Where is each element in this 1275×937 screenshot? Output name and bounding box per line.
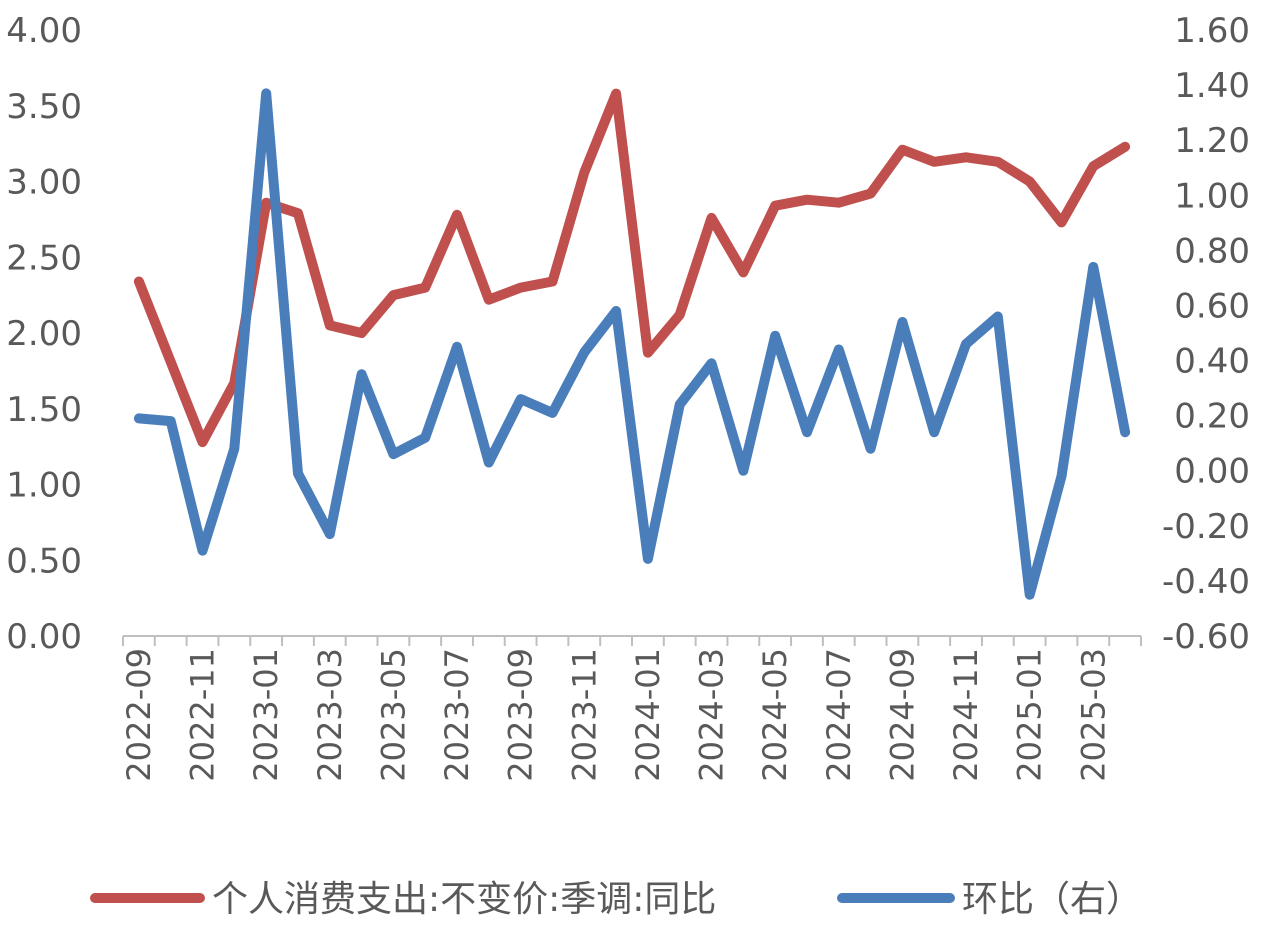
right-tick-label: 0.40 <box>1174 342 1250 382</box>
left-tick-label: 1.50 <box>6 390 82 430</box>
x-tick-label: 2024-11 <box>947 648 985 782</box>
left-tick-label: 0.00 <box>6 617 82 657</box>
series-line-mom <box>139 93 1125 594</box>
legend-label-yoy: 个人消费支出:不变价:季调:同比 <box>212 879 716 920</box>
right-tick-label: 1.20 <box>1174 121 1250 161</box>
x-tick-label: 2022-11 <box>184 648 222 782</box>
x-tick-label: 2025-01 <box>1011 648 1049 782</box>
right-tick-label: -0.40 <box>1162 562 1250 602</box>
right-y-axis: -0.60 -0.40 -0.20 0.00 0.20 0.40 0.60 0.80 1.00 1… <box>1162 11 1250 657</box>
left-tick-label: 3.50 <box>6 87 82 127</box>
right-tick-label: 1.00 <box>1174 176 1250 216</box>
x-tick-label: 2023-03 <box>311 648 349 782</box>
series-layer <box>139 93 1125 595</box>
legend: 个人消费支出:不变价:季调:同比 环比（右） <box>95 879 1142 920</box>
right-tick-label: 0.60 <box>1174 286 1250 326</box>
x-tick-label: 2025-03 <box>1074 648 1112 782</box>
legend-label-mom: 环比（右） <box>962 879 1142 920</box>
left-y-axis: 0.00 0.50 1.00 1.50 2.00 2.50 3.00 3.50 4.00 <box>6 11 82 657</box>
x-tick-label: 2023-09 <box>502 648 540 782</box>
left-tick-label: 1.00 <box>6 466 82 506</box>
left-tick-label: 0.50 <box>6 541 82 581</box>
right-tick-label: 0.20 <box>1174 397 1250 437</box>
x-tick-label: 2024-07 <box>820 648 858 782</box>
left-tick-label: 2.00 <box>6 314 82 354</box>
x-tick-label: 2023-11 <box>565 648 603 782</box>
left-tick-label: 4.00 <box>6 11 82 51</box>
right-tick-label: -0.60 <box>1162 617 1250 657</box>
right-tick-label: 0.80 <box>1174 231 1250 271</box>
x-tick-label: 2023-01 <box>247 648 285 782</box>
x-axis: 2022-09 2022-11 2023-01 2023-03 2023-05 2023-… <box>120 636 1141 782</box>
right-tick-label: 1.40 <box>1174 66 1250 106</box>
x-tick-label: 2022-09 <box>120 648 158 782</box>
x-tick-label: 2024-03 <box>693 648 731 782</box>
right-tick-label: -0.20 <box>1162 507 1250 547</box>
x-tick-label: 2023-05 <box>374 648 412 782</box>
x-tick-label: 2024-05 <box>756 648 794 782</box>
left-tick-label: 3.00 <box>6 163 82 203</box>
left-tick-label: 2.50 <box>6 238 82 278</box>
right-tick-label: 1.60 <box>1174 11 1250 51</box>
right-tick-label: 0.00 <box>1174 452 1250 492</box>
x-tick-label: 2023-07 <box>438 648 476 782</box>
x-tick-label: 2024-01 <box>629 648 667 782</box>
x-tick-label: 2024-09 <box>883 648 921 782</box>
